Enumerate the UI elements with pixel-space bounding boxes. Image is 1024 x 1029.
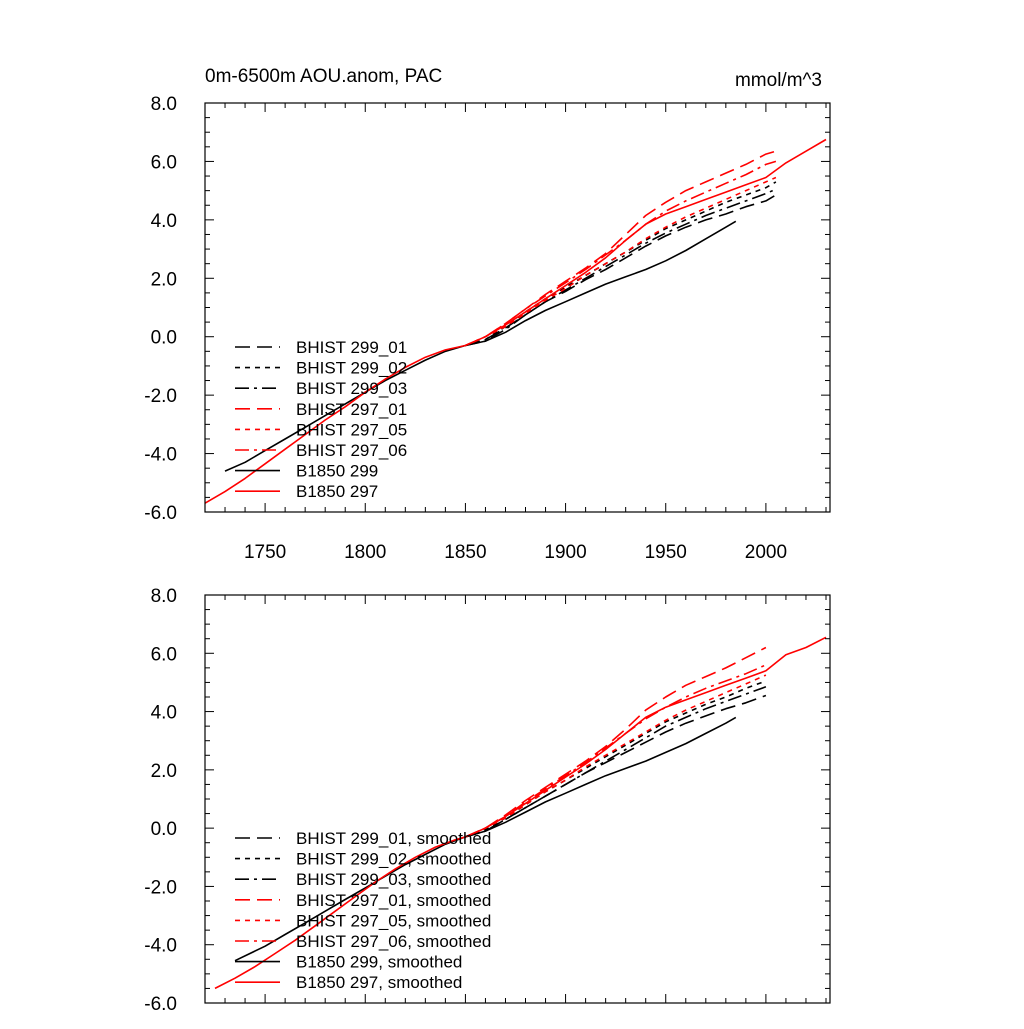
legend-item: BHIST 297_01, smoothed — [235, 891, 491, 910]
legend-label: BHIST 299_02, smoothed — [296, 850, 491, 869]
legend-label: B1850 299, smoothed — [296, 953, 462, 972]
x-axis — [204, 595, 827, 1003]
legend-label: BHIST 299_01, smoothed — [296, 829, 491, 848]
legend-label: BHIST 299_03 — [296, 379, 407, 398]
legend-item: BHIST 299_03 — [235, 379, 407, 398]
legend-label: BHIST 297_05 — [296, 420, 407, 439]
legend-item: B1850 299 — [235, 462, 378, 481]
y-tick-label: 0.0 — [151, 328, 177, 349]
series-line-2 — [465, 680, 767, 838]
legend-label: B1850 297, smoothed — [296, 973, 462, 992]
legend-label: BHIST 299_01 — [296, 338, 407, 357]
series-line-8 — [205, 138, 827, 504]
series-line-6 — [465, 160, 777, 347]
legend-label: BHIST 297_01 — [296, 400, 407, 419]
series-line-4 — [465, 150, 777, 347]
legend-item: BHIST 299_01, smoothed — [235, 829, 491, 848]
y-axis: 8.0 6.0 4.0 2.0 0.0 -2.0 -4.0 -6.0 — [144, 586, 830, 1015]
legend-item: BHIST 297_01 — [235, 400, 407, 419]
legend-item: B1850 297 — [235, 482, 378, 501]
series-line-1 — [465, 694, 767, 838]
y-tick-label: 8.0 — [151, 94, 177, 115]
legend-item: BHIST 297_06 — [235, 441, 407, 460]
legend-label: BHIST 299_02 — [296, 359, 407, 378]
x-tick-label: 1900 — [544, 542, 586, 563]
y-tick-label: 0.0 — [151, 819, 177, 840]
series-group — [205, 138, 827, 504]
series-line-8 — [214, 636, 827, 990]
y-tick-label: 2.0 — [151, 761, 177, 782]
y-tick-label: 2.0 — [151, 269, 177, 290]
x-axis: 1750 1800 1850 1900 1950 2000 — [204, 103, 827, 563]
chart-title: 0m-6500m AOU.anom, PAC — [205, 66, 442, 87]
legend-label: B1850 297 — [296, 482, 378, 501]
y-tick-label: 6.0 — [151, 644, 177, 665]
x-tick-label: 1850 — [444, 542, 486, 563]
legend-item: BHIST 297_06, smoothed — [235, 932, 491, 951]
series-line-3 — [465, 188, 777, 347]
legend: BHIST 299_01, smoothed BHIST 299_02, smoo… — [235, 829, 491, 992]
chart-panel-2: 8.0 6.0 4.0 2.0 0.0 -2.0 -4.0 -6.0 BHIST 299_01,… — [144, 586, 831, 1015]
y-tick-label: -6.0 — [144, 994, 177, 1015]
legend-item: BHIST 297_05 — [235, 420, 407, 439]
series-line-5 — [465, 674, 767, 838]
series-line-3 — [465, 686, 767, 838]
y-tick-label: -2.0 — [144, 386, 177, 407]
y-tick-label: -4.0 — [144, 445, 177, 466]
legend-item: BHIST 297_05, smoothed — [235, 911, 491, 930]
y-tick-label: -2.0 — [144, 877, 177, 898]
series-line-1 — [465, 194, 777, 347]
x-tick-label: 1750 — [244, 542, 286, 563]
series-line-5 — [465, 176, 777, 347]
y-tick-label: -4.0 — [144, 936, 177, 957]
y-tick-label: 6.0 — [151, 152, 177, 173]
y-tick-label: -6.0 — [144, 503, 177, 524]
series-line-7 — [234, 716, 737, 962]
y-tick-label: 8.0 — [151, 586, 177, 607]
y-tick-label: 4.0 — [151, 703, 177, 724]
series-line-4 — [465, 646, 767, 838]
legend-item: BHIST 299_02, smoothed — [235, 850, 491, 869]
legend-label: BHIST 297_06, smoothed — [296, 932, 491, 951]
legend-label: BHIST 299_03, smoothed — [296, 870, 491, 889]
legend-item: BHIST 299_02 — [235, 359, 407, 378]
legend-item: B1850 297, smoothed — [235, 973, 462, 992]
legend-item: B1850 299, smoothed — [235, 953, 462, 972]
legend-label: BHIST 297_05, smoothed — [296, 911, 491, 930]
legend-label: BHIST 297_01, smoothed — [296, 891, 491, 910]
legend-item: BHIST 299_01 — [235, 338, 407, 357]
x-tick-label: 2000 — [745, 542, 787, 563]
x-tick-label: 1800 — [344, 542, 386, 563]
y-axis: 8.0 6.0 4.0 2.0 0.0 -2.0 -4.0 -6.0 — [144, 94, 830, 524]
y-tick-label: 4.0 — [151, 211, 177, 232]
series-line-7 — [224, 220, 737, 472]
x-tick-label: 1950 — [645, 542, 687, 563]
legend-item: BHIST 299_03, smoothed — [235, 870, 491, 889]
legend-label: B1850 299 — [296, 462, 378, 481]
legend-label: BHIST 297_06 — [296, 441, 407, 460]
series-group — [214, 636, 827, 990]
units-label: mmol/m^3 — [735, 70, 822, 91]
